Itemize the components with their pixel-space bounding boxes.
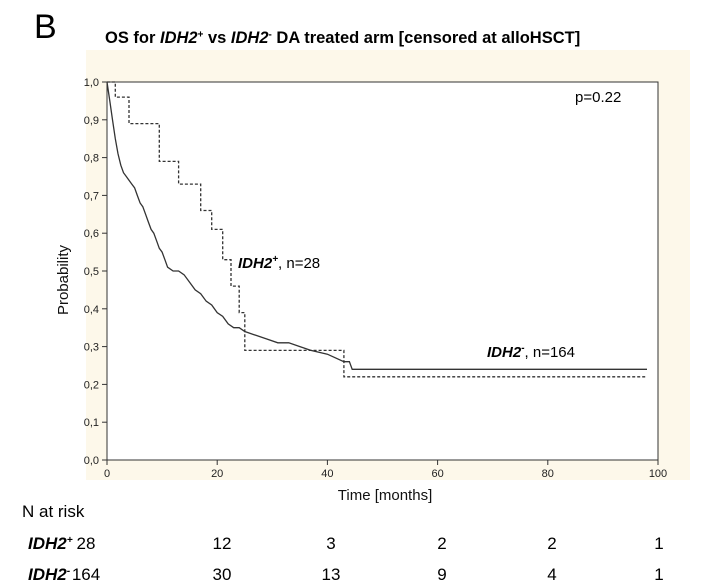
y-axis-label: Probability: [55, 244, 72, 315]
idh2-pos-annotation: IDH2+, n=28: [238, 254, 320, 272]
y-tick-label: 0,6: [84, 228, 99, 240]
chart-title: OS for IDH2+ vs IDH2- DA treated arm [ce…: [105, 30, 580, 47]
idh2-neg-annotation: IDH2-, n=164: [487, 343, 575, 361]
title-group-b-sup: -: [268, 29, 272, 41]
y-tick-label: 0,5: [84, 266, 99, 278]
x-axis-label: Time [months]: [338, 487, 432, 504]
x-tick-label: 80: [542, 468, 554, 480]
idh2-neg-sup: -: [521, 343, 525, 354]
title-middle: vs: [203, 29, 231, 47]
x-tick-label: 40: [321, 468, 333, 480]
idh2-pos-curve: [107, 81, 647, 378]
y-axis: 0,0 0,1 0,2 0,3 0,4 0,5 0,6 0,7 0,8 0,9 1,0: [84, 77, 107, 467]
idh2-pos-name: IDH2: [238, 255, 273, 272]
plot-frame: [106, 81, 659, 461]
title-group-a-sup: +: [197, 29, 204, 41]
idh2-pos-sup: +: [272, 254, 278, 265]
x-tick-label: 60: [431, 468, 443, 480]
y-tick-label: 0,3: [84, 342, 99, 354]
idh2-neg-suffix: , n=164: [525, 344, 575, 361]
x-tick-label: 100: [649, 468, 667, 480]
idh2-neg-curve: [106, 81, 647, 370]
idh2-neg-name: IDH2: [487, 344, 522, 361]
y-tick-label: 0,4: [84, 304, 99, 316]
y-tick-label: 0,7: [84, 190, 99, 202]
series-layer: [106, 81, 647, 378]
title-prefix: OS for: [105, 29, 161, 47]
title-suffix: DA treated arm [censored at alloHSCT]: [271, 29, 581, 47]
y-tick-label: 0,9: [84, 115, 99, 127]
panel-label: B: [34, 8, 57, 46]
x-tick-label: 20: [211, 468, 223, 480]
y-tick-label: 1,0: [84, 77, 99, 89]
y-tick-label: 0,8: [84, 153, 99, 165]
title-group-b: IDH2: [230, 29, 269, 47]
p-value-label: p=0.22: [575, 89, 621, 106]
y-tick-label: 0,1: [84, 417, 99, 429]
title-group-a: IDH2: [160, 29, 198, 47]
idh2-pos-suffix: , n=28: [278, 255, 320, 272]
y-tick-label: 0,2: [84, 379, 99, 391]
x-tick-label: 0: [104, 468, 110, 480]
y-tick-label: 0,0: [84, 455, 99, 467]
x-axis: 0 20 40 60 80 100: [104, 460, 667, 480]
